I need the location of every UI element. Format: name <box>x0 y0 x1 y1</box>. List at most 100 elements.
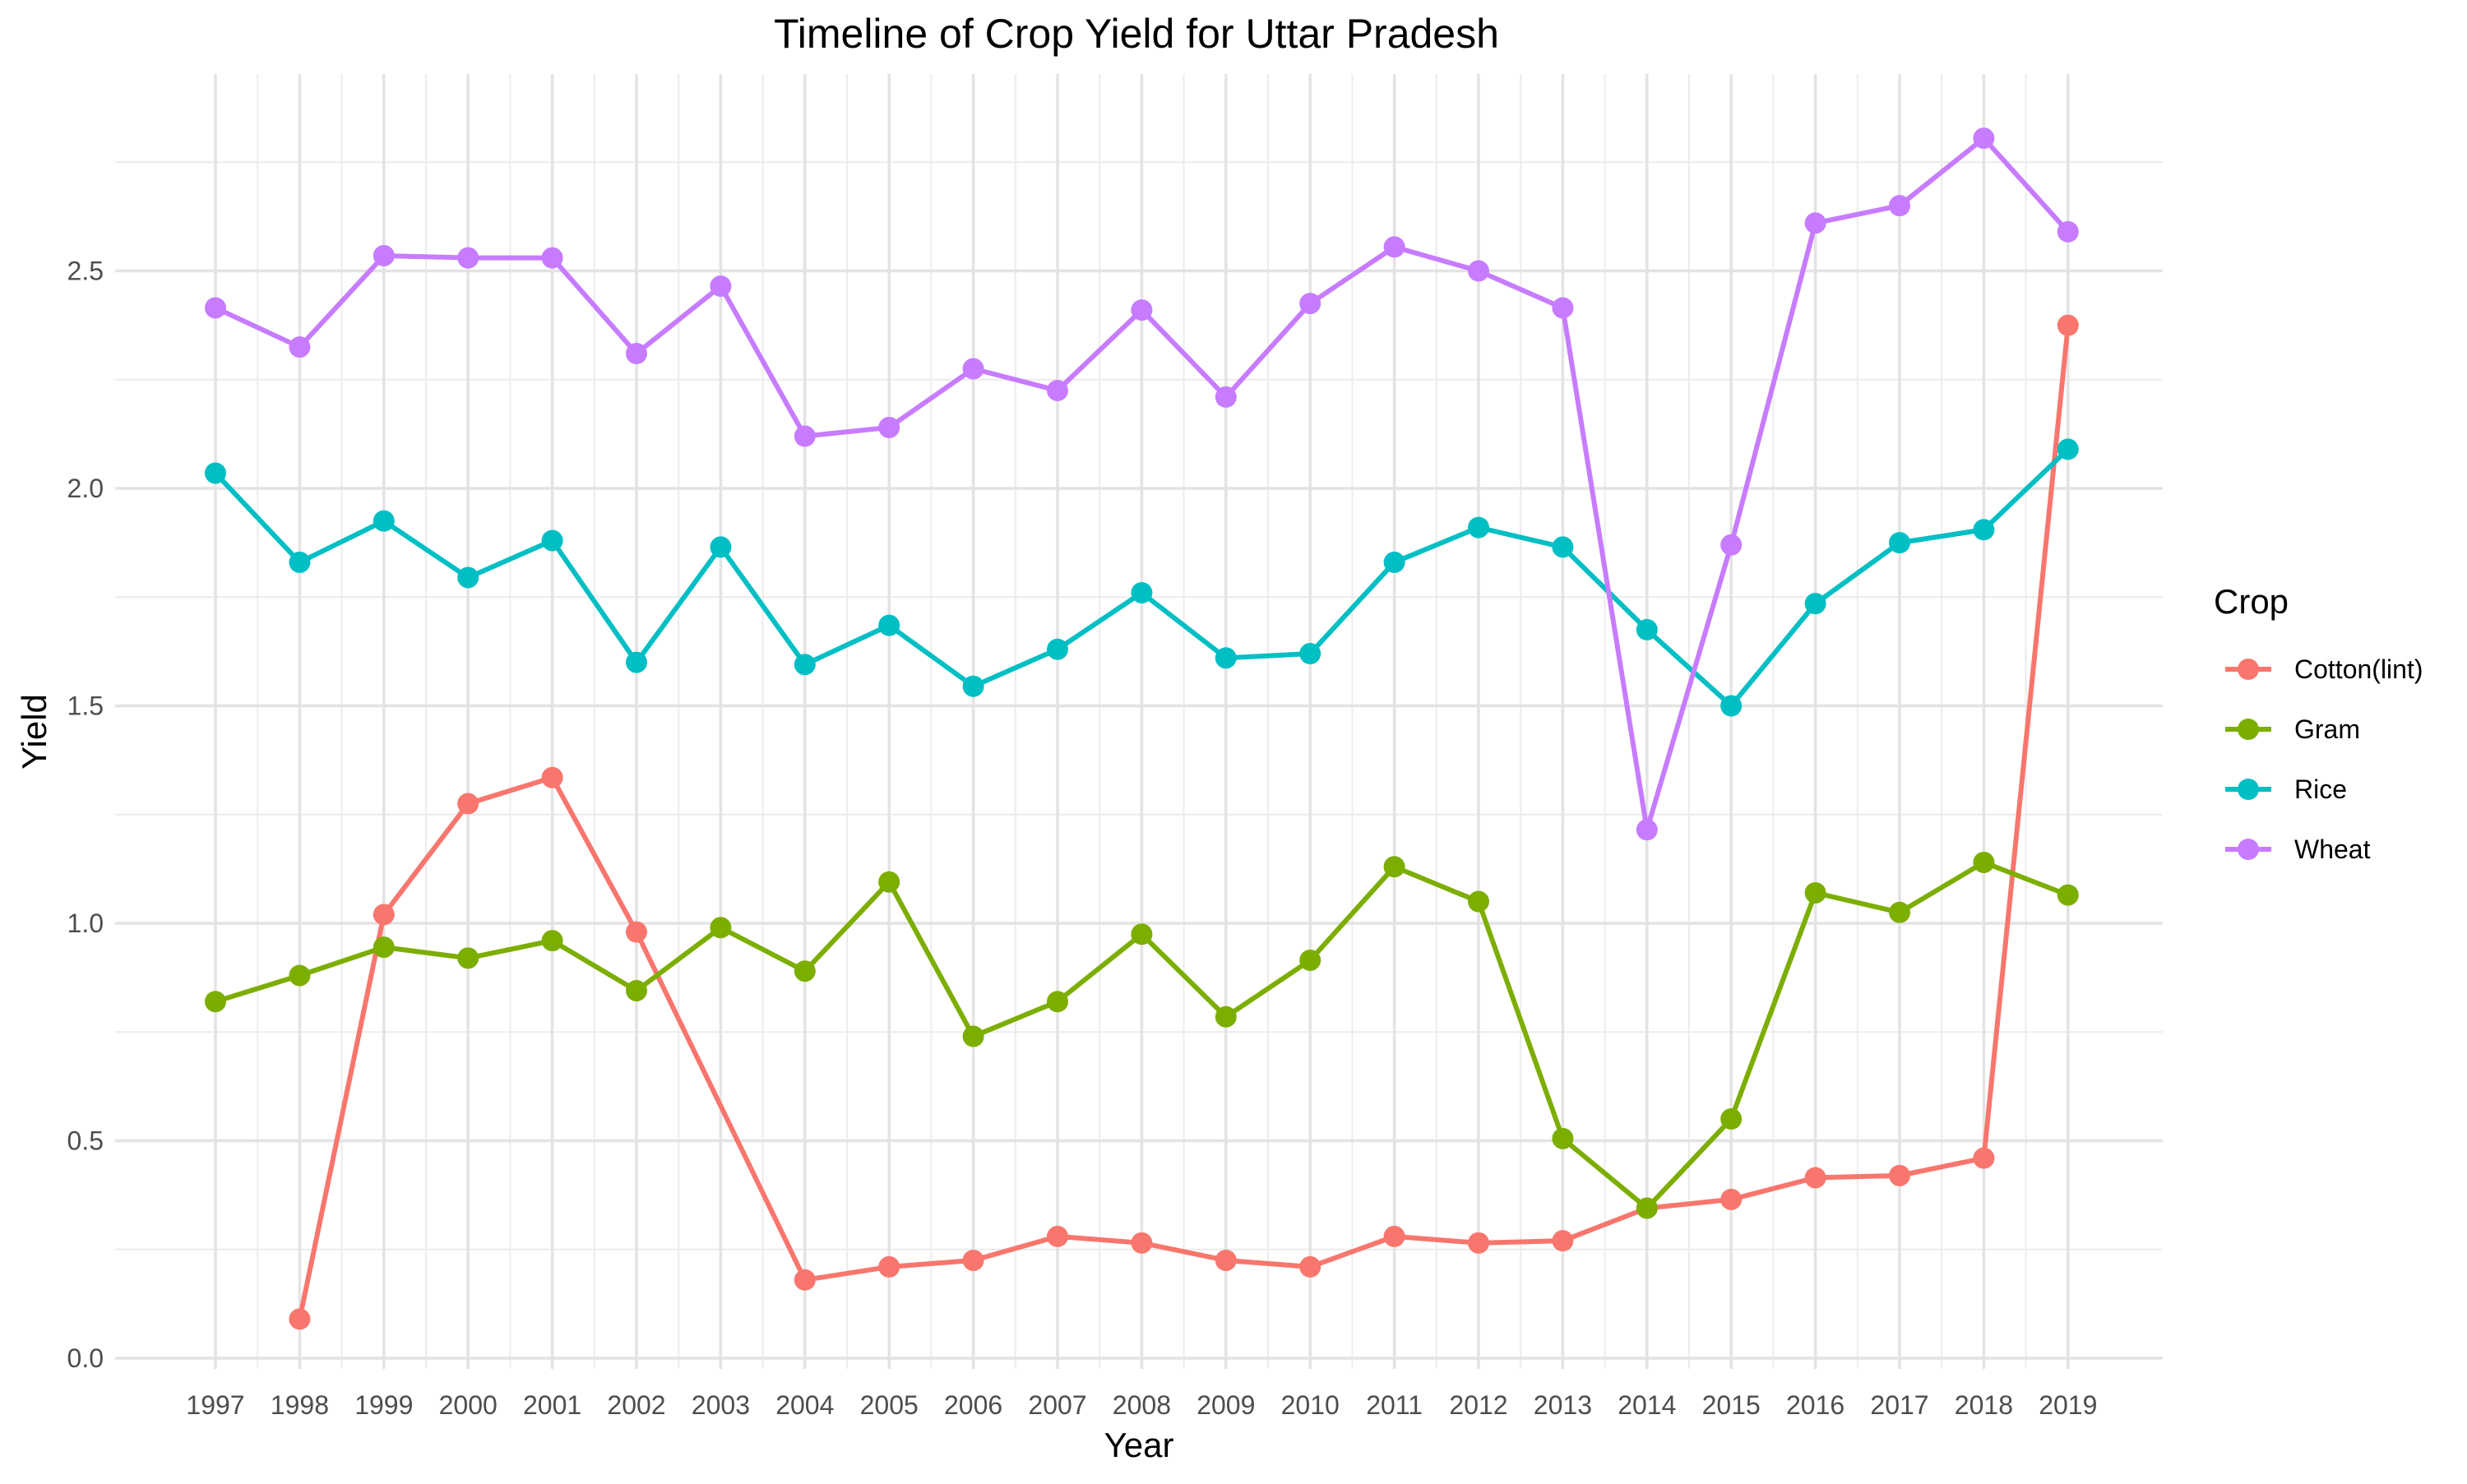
x-tick-label: 2003 <box>692 1390 750 1420</box>
data-point-wheat <box>205 297 226 319</box>
data-point-cotton-lint <box>1299 1255 1321 1278</box>
data-point-rice <box>1889 532 1910 554</box>
data-point-gram <box>794 960 816 982</box>
data-point-gram <box>962 1025 984 1047</box>
data-point-cotton-lint <box>373 904 395 926</box>
data-point-rice <box>205 462 226 484</box>
data-point-gram <box>1552 1127 1574 1149</box>
x-tick-label: 2016 <box>1786 1390 1844 1420</box>
data-point-rice <box>541 529 563 552</box>
data-point-gram <box>1299 949 1321 971</box>
x-tick-label: 2007 <box>1028 1390 1086 1420</box>
data-point-wheat <box>1552 297 1574 319</box>
data-point-rice <box>1047 638 1068 660</box>
data-point-gram <box>1047 991 1068 1013</box>
data-point-gram <box>710 917 732 939</box>
y-tick-label: 1.5 <box>67 691 104 721</box>
data-point-cotton-lint <box>878 1255 900 1278</box>
data-point-cotton-lint <box>626 921 647 943</box>
data-point-wheat <box>541 247 563 269</box>
y-tick-label: 2.5 <box>67 257 104 286</box>
y-tick-label: 0.5 <box>67 1126 104 1156</box>
data-point-rice <box>1973 519 1995 541</box>
data-point-cotton-lint <box>1047 1225 1068 1247</box>
data-point-wheat <box>1299 293 1321 315</box>
data-point-rice <box>2057 438 2079 460</box>
data-point-gram <box>626 979 647 1001</box>
data-point-rice <box>626 651 647 673</box>
data-series <box>205 127 2079 1330</box>
x-tick-label: 2009 <box>1196 1390 1255 1420</box>
data-point-wheat <box>1383 236 1405 258</box>
x-tick-label: 2017 <box>1870 1390 1928 1420</box>
data-point-wheat <box>710 275 732 298</box>
data-point-gram <box>457 947 479 969</box>
data-point-gram <box>1973 851 1995 873</box>
data-point-wheat <box>1636 819 1658 841</box>
data-point-cotton-lint <box>1215 1249 1237 1271</box>
data-point-gram <box>1468 890 1489 913</box>
data-point-cotton-lint <box>1973 1147 1995 1169</box>
data-point-rice <box>1383 551 1405 573</box>
data-point-wheat <box>1973 127 1995 150</box>
x-tick-label: 2013 <box>1534 1390 1592 1420</box>
data-point-wheat <box>289 336 311 358</box>
legend-key-point-rice <box>2238 779 2259 800</box>
data-point-wheat <box>457 247 479 269</box>
x-tick-label: 1998 <box>271 1390 329 1420</box>
legend: Crop Cotton(lint) Gram Rice Wheat <box>2214 582 2423 864</box>
data-point-wheat <box>626 343 647 365</box>
data-point-wheat <box>878 416 900 438</box>
legend-label-wheat: Wheat <box>2294 834 2371 864</box>
data-point-rice <box>373 510 395 532</box>
legend-label-cotton-lint: Cotton(lint) <box>2294 654 2423 684</box>
x-tick-label: 2019 <box>2039 1390 2097 1420</box>
x-tick-label: 2011 <box>1366 1390 1423 1420</box>
data-point-wheat <box>373 244 395 266</box>
x-tick-label: 2002 <box>607 1390 665 1420</box>
data-point-rice <box>878 614 900 636</box>
data-point-gram <box>541 930 563 952</box>
data-point-cotton-lint <box>289 1308 311 1330</box>
data-point-gram <box>1131 923 1153 945</box>
y-tick-label: 2.0 <box>67 474 104 503</box>
data-point-rice <box>457 566 479 589</box>
data-point-cotton-lint <box>1552 1230 1574 1252</box>
data-point-cotton-lint <box>1889 1164 1910 1186</box>
data-point-rice <box>1468 516 1489 539</box>
legend-key-point-wheat <box>2238 839 2259 860</box>
data-point-wheat <box>1131 299 1153 321</box>
data-point-gram <box>878 871 900 893</box>
legend-label-gram: Gram <box>2294 714 2360 744</box>
data-point-rice <box>1720 695 1743 717</box>
data-point-rice <box>794 654 816 676</box>
x-tick-label: 2014 <box>1618 1390 1676 1420</box>
data-point-rice <box>289 551 311 573</box>
data-point-cotton-lint <box>1383 1225 1405 1247</box>
data-point-cotton-lint <box>1720 1188 1743 1210</box>
data-point-rice <box>1804 593 1826 615</box>
chart-title: Timeline of Crop Yield for Uttar Pradesh <box>774 11 1499 57</box>
y-tick-label: 0.0 <box>67 1343 104 1373</box>
data-point-cotton-lint <box>1468 1232 1489 1254</box>
x-tick-label: 2006 <box>944 1390 1002 1420</box>
data-point-gram <box>289 964 311 987</box>
x-tick-label: 2001 <box>523 1390 581 1420</box>
legend-title: Crop <box>2214 582 2289 621</box>
data-point-gram <box>1215 1006 1237 1028</box>
legend-label-rice: Rice <box>2294 774 2347 804</box>
data-point-cotton-lint <box>794 1269 816 1291</box>
x-tick-label: 2000 <box>439 1390 498 1420</box>
data-point-cotton-lint <box>2057 314 2079 336</box>
data-point-cotton-lint <box>541 766 563 788</box>
x-tick-label: 2005 <box>860 1390 919 1420</box>
data-point-wheat <box>1720 534 1743 556</box>
legend-key-point-gram <box>2238 719 2259 740</box>
data-point-wheat <box>1889 195 1910 217</box>
data-point-cotton-lint <box>1804 1167 1826 1189</box>
x-axis-title: Year <box>1104 1426 1174 1464</box>
data-point-cotton-lint <box>962 1249 984 1271</box>
